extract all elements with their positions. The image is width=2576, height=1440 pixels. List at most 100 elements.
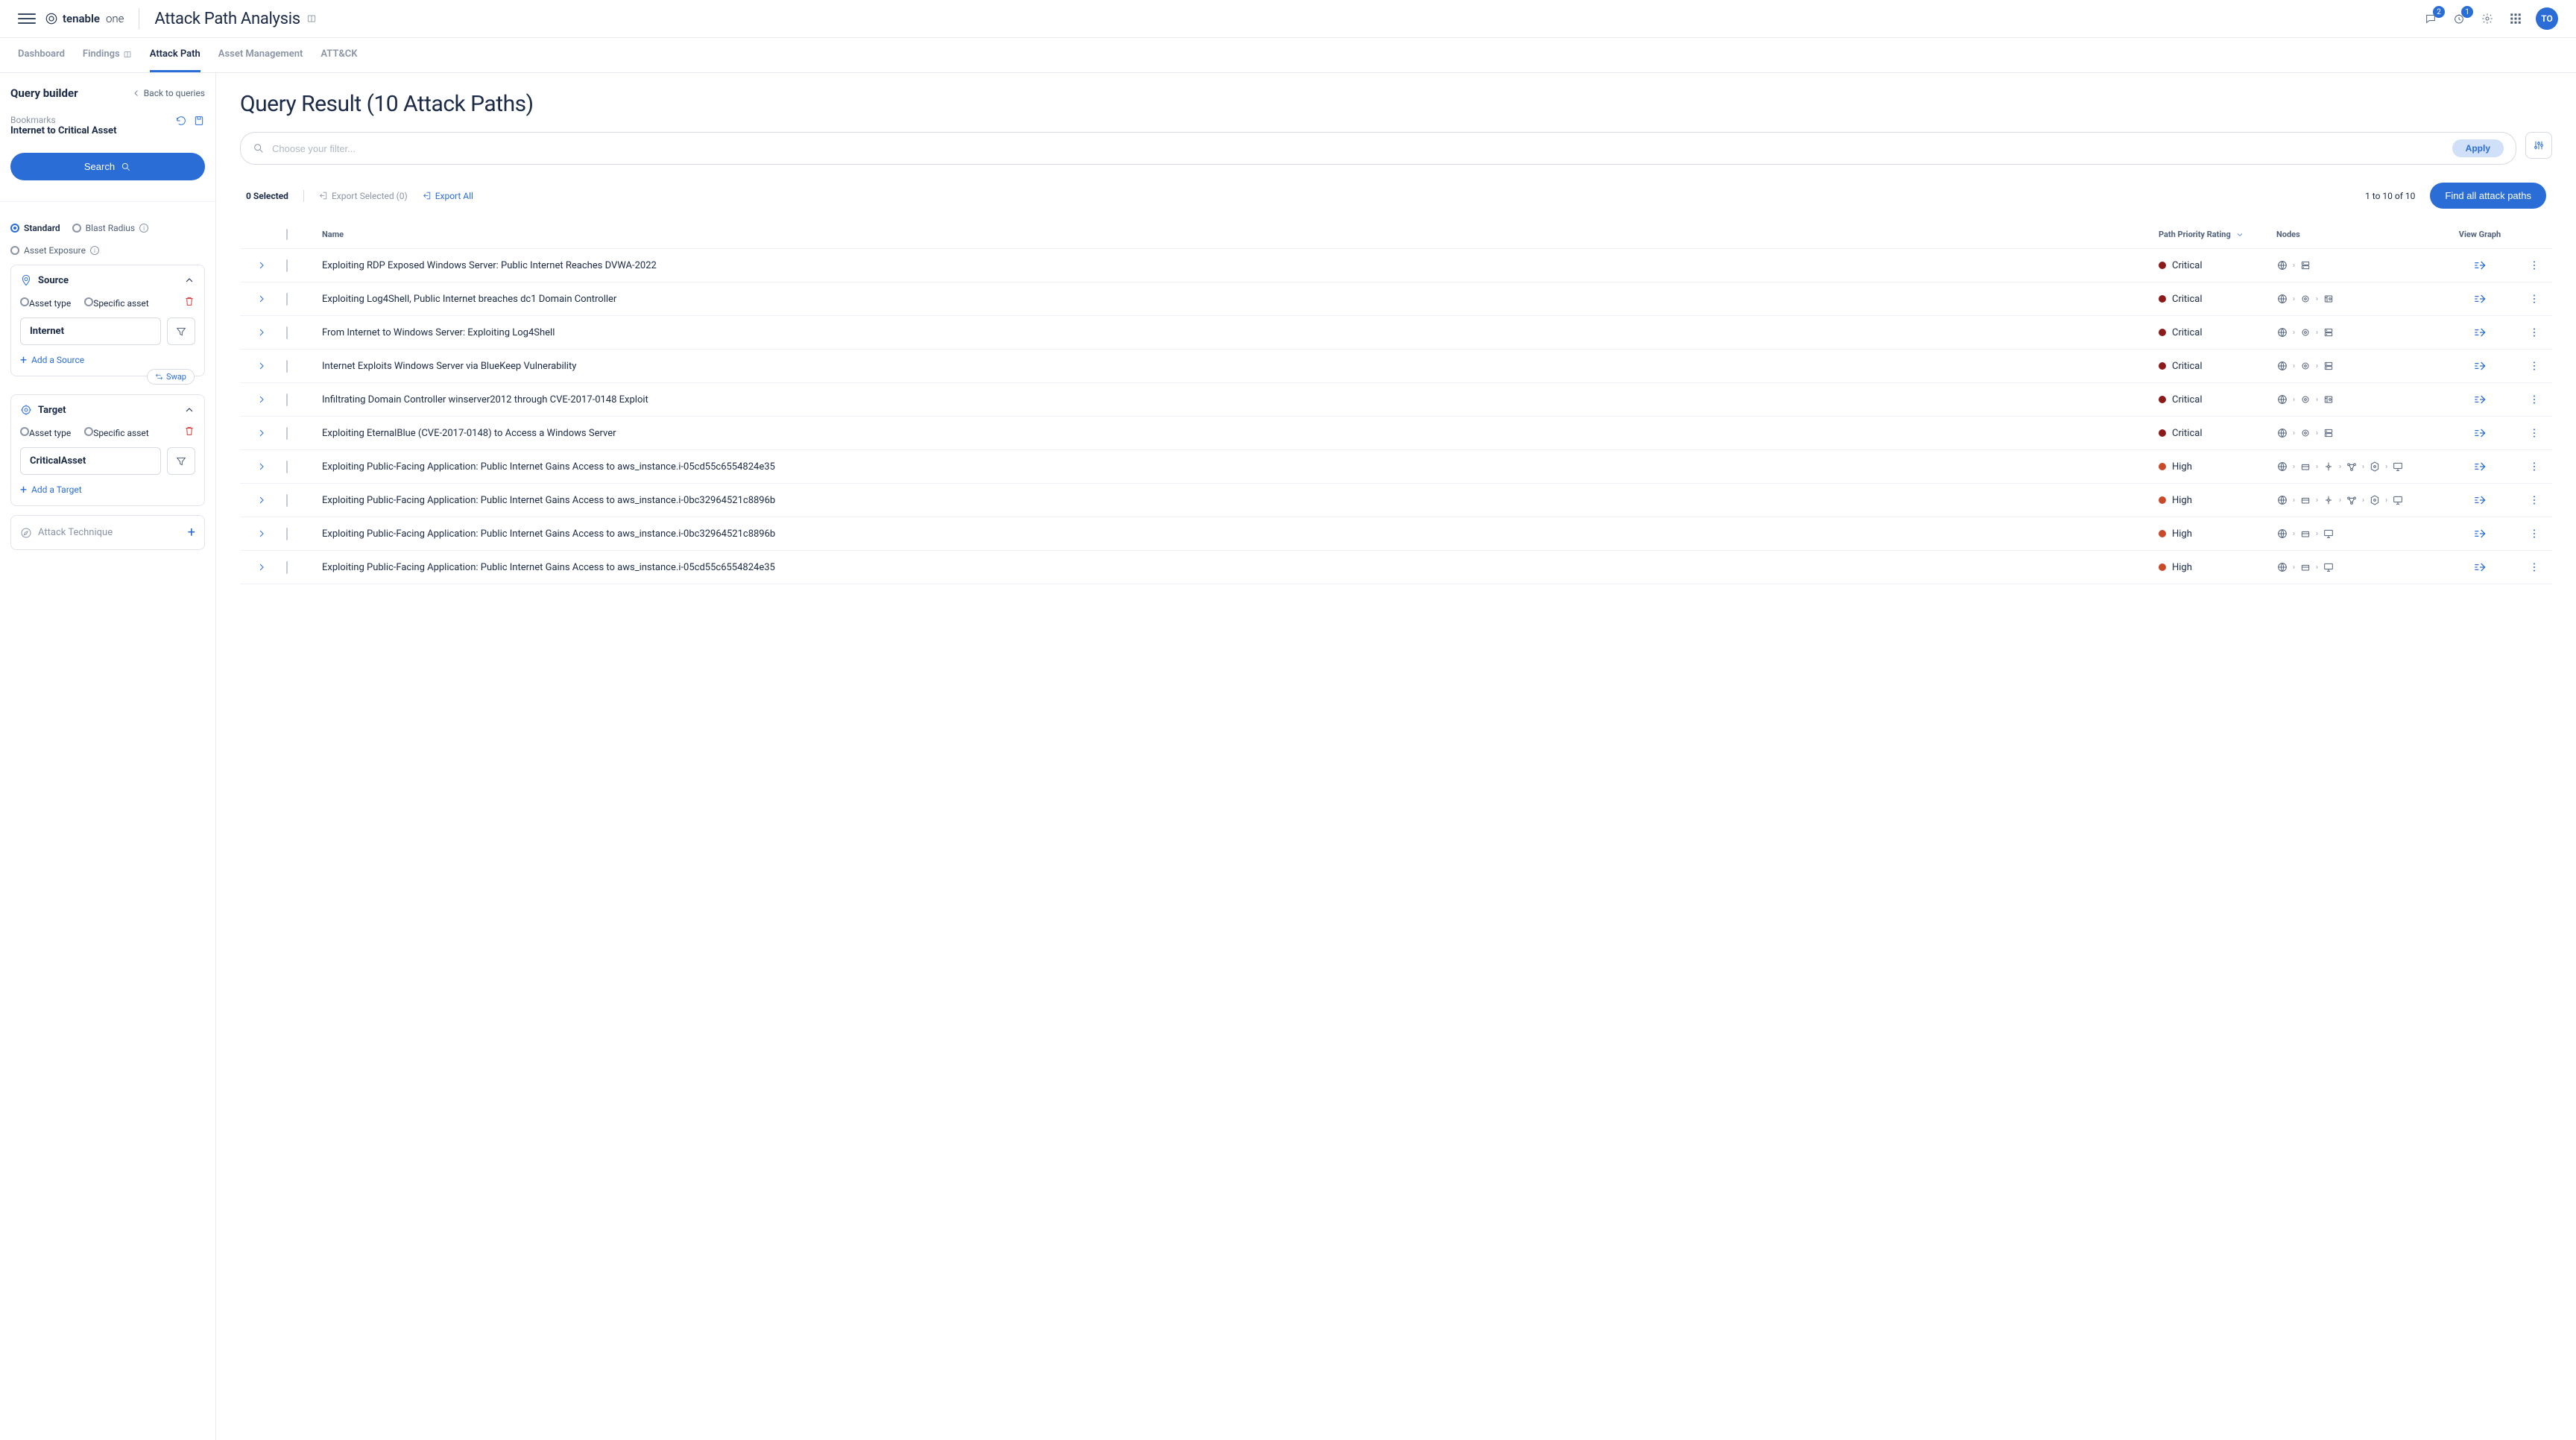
- target-filter-button[interactable]: [167, 447, 195, 475]
- find-all-paths-button[interactable]: Find all attack paths: [2430, 183, 2546, 209]
- asset-type-specific-asset[interactable]: Specific asset: [84, 427, 149, 438]
- refresh-icon[interactable]: [175, 115, 187, 130]
- attack-technique-panel[interactable]: Attack Technique +: [10, 515, 205, 550]
- view-graph-button[interactable]: [2446, 493, 2513, 508]
- target-value[interactable]: CriticalAsset: [20, 447, 161, 475]
- view-graph-button[interactable]: [2446, 291, 2513, 306]
- settings-icon[interactable]: [2479, 10, 2496, 27]
- tab-findings[interactable]: Findings: [83, 38, 132, 72]
- source-filter-button[interactable]: [167, 318, 195, 345]
- save-icon[interactable]: [193, 115, 205, 130]
- row-checkbox[interactable]: [286, 461, 288, 473]
- expand-row[interactable]: [243, 561, 280, 573]
- row-checkbox[interactable]: [286, 494, 288, 507]
- expand-row[interactable]: [243, 293, 280, 305]
- brand-logo[interactable]: tenableone: [45, 12, 124, 25]
- row-checkbox[interactable]: [286, 259, 288, 272]
- apply-button[interactable]: Apply: [2452, 139, 2504, 157]
- row-name[interactable]: Exploiting Log4Shell, Public Internet br…: [322, 294, 2153, 305]
- expand-row[interactable]: [243, 394, 280, 405]
- row-menu[interactable]: [2519, 259, 2549, 271]
- target-header[interactable]: Target: [20, 404, 195, 416]
- row-menu[interactable]: [2519, 326, 2549, 338]
- row-name[interactable]: Exploiting Public-Facing Application: Pu…: [322, 528, 2153, 540]
- col-name[interactable]: Name: [322, 230, 2153, 239]
- row-menu[interactable]: [2519, 360, 2549, 372]
- row-menu[interactable]: [2519, 494, 2549, 506]
- row-rating: High: [2159, 562, 2270, 573]
- row-checkbox[interactable]: [286, 326, 288, 339]
- source-header[interactable]: Source: [20, 274, 195, 286]
- asset-type-asset-type[interactable]: Asset type: [20, 297, 71, 309]
- export-selected[interactable]: Export Selected (0): [319, 191, 408, 201]
- mode-asset-exposure[interactable]: Asset Exposure i: [10, 245, 99, 256]
- mode-blast-radius[interactable]: Blast Radius i: [72, 223, 148, 233]
- expand-row[interactable]: [243, 259, 280, 271]
- row-name[interactable]: From Internet to Windows Server: Exploit…: [322, 327, 2153, 338]
- asset-type-specific-asset[interactable]: Specific asset: [84, 297, 149, 309]
- asset-type-asset-type[interactable]: Asset type: [20, 427, 71, 438]
- view-graph-button[interactable]: [2446, 526, 2513, 541]
- add-target[interactable]: +Add a Target: [20, 482, 195, 496]
- avatar[interactable]: TO: [2536, 7, 2558, 30]
- row-checkbox[interactable]: [286, 360, 288, 373]
- row-name[interactable]: Exploiting RDP Exposed Windows Server: P…: [322, 260, 2153, 271]
- select-all-checkbox[interactable]: [286, 229, 288, 240]
- view-graph-button[interactable]: [2446, 325, 2513, 340]
- row-name[interactable]: Exploiting Public-Facing Application: Pu…: [322, 461, 2153, 473]
- add-source[interactable]: +Add a Source: [20, 353, 195, 367]
- row-name[interactable]: Exploiting Public-Facing Application: Pu…: [322, 495, 2153, 506]
- row-name[interactable]: Infiltrating Domain Controller winserver…: [322, 394, 2153, 405]
- node-monitor-icon: [2392, 494, 2404, 506]
- tab-dashboard[interactable]: Dashboard: [18, 38, 65, 72]
- add-technique-icon[interactable]: +: [188, 525, 195, 540]
- row-checkbox[interactable]: [286, 528, 288, 540]
- row-menu[interactable]: [2519, 561, 2549, 573]
- row-menu[interactable]: [2519, 461, 2549, 473]
- row-checkbox[interactable]: [286, 427, 288, 440]
- row-name[interactable]: Exploiting Public-Facing Application: Pu…: [322, 562, 2153, 573]
- row-menu[interactable]: [2519, 394, 2549, 405]
- header-right: 2 1 TO: [2422, 7, 2558, 30]
- expand-row[interactable]: [243, 326, 280, 338]
- row-menu[interactable]: [2519, 293, 2549, 305]
- view-graph-button[interactable]: [2446, 426, 2513, 440]
- delete-source-icon[interactable]: [183, 295, 195, 310]
- row-checkbox[interactable]: [286, 293, 288, 306]
- view-graph-button[interactable]: [2446, 459, 2513, 474]
- export-all[interactable]: Export All: [423, 191, 473, 201]
- back-to-queries[interactable]: Back to queries: [132, 88, 205, 98]
- expand-row[interactable]: [243, 528, 280, 540]
- mode-standard[interactable]: Standard: [10, 223, 60, 233]
- apps-icon[interactable]: [2507, 10, 2524, 27]
- col-nodes: Nodes: [2276, 230, 2440, 239]
- row-name[interactable]: Exploiting EternalBlue (CVE-2017-0148) t…: [322, 428, 2153, 439]
- chat-icon[interactable]: 2: [2422, 10, 2439, 27]
- source-value[interactable]: Internet: [20, 318, 161, 345]
- menu-button[interactable]: [18, 10, 36, 28]
- filter-input[interactable]: [272, 143, 2445, 154]
- row-checkbox[interactable]: [286, 394, 288, 406]
- row-checkbox[interactable]: [286, 561, 288, 574]
- view-graph-button[interactable]: [2446, 359, 2513, 373]
- view-graph-button[interactable]: [2446, 258, 2513, 273]
- tab-asset-management[interactable]: Asset Management: [218, 38, 303, 72]
- tab-att-ck[interactable]: ATT&CK: [321, 38, 357, 72]
- view-graph-button[interactable]: [2446, 392, 2513, 407]
- col-rating[interactable]: Path Priority Rating: [2159, 230, 2270, 239]
- expand-row[interactable]: [243, 461, 280, 473]
- row-name[interactable]: Internet Exploits Windows Server via Blu…: [322, 361, 2153, 372]
- row-menu[interactable]: [2519, 528, 2549, 540]
- delete-target-icon[interactable]: [183, 425, 195, 440]
- swap-button[interactable]: Swap: [147, 369, 195, 385]
- tab-attack-path[interactable]: Attack Path: [150, 38, 201, 72]
- row-menu[interactable]: [2519, 427, 2549, 439]
- search-button[interactable]: Search: [10, 153, 205, 180]
- view-graph-button[interactable]: [2446, 560, 2513, 575]
- expand-row[interactable]: [243, 427, 280, 439]
- clock-icon[interactable]: 1: [2451, 10, 2467, 27]
- adjust-filters-button[interactable]: [2525, 132, 2552, 159]
- node-globe-icon: [2276, 427, 2288, 439]
- expand-row[interactable]: [243, 360, 280, 372]
- expand-row[interactable]: [243, 494, 280, 506]
